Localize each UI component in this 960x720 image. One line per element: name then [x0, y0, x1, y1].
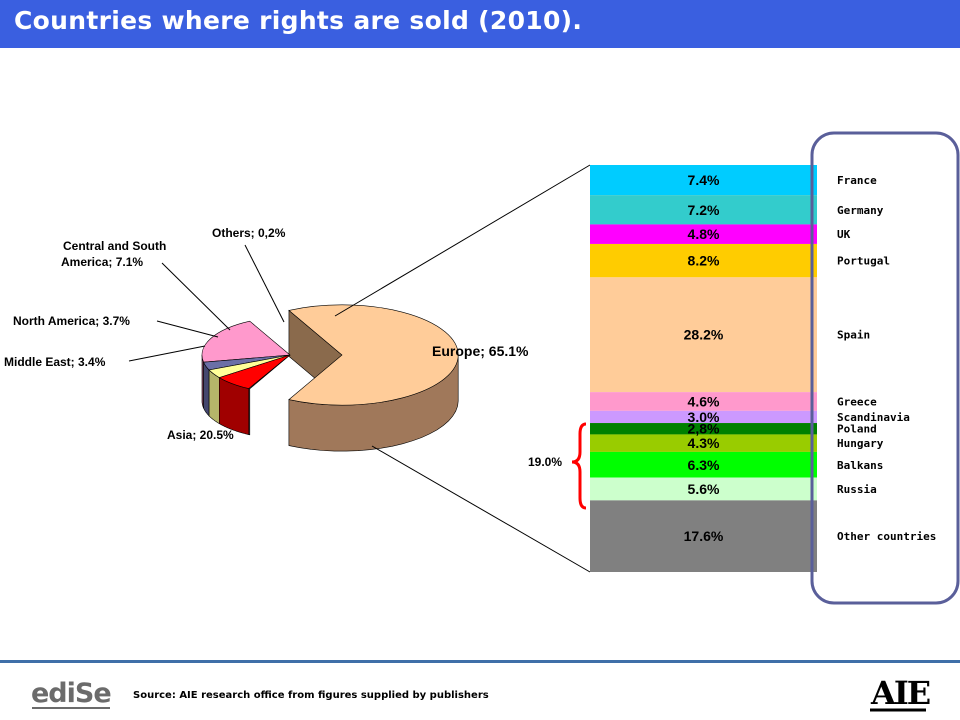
pie-label-central-and-south-america: Central and South America; 7.1%	[61, 239, 166, 269]
svg-text:ediSer: ediSer	[31, 678, 112, 709]
pie-side-middle-east	[203, 362, 210, 417]
bar-segment-russia	[590, 477, 817, 501]
chart-area: Europe; 65.1% Asia; 20.5% Middle East; 3.4…	[4, 131, 960, 605]
title-bar: Countries where rights are sold (2010).	[0, 0, 960, 48]
bracket-label: 19.0%	[528, 455, 562, 469]
legend-label-other-countries: Other countries	[837, 530, 936, 543]
bar-segment-germany	[590, 195, 817, 225]
bar-segment-france	[590, 165, 817, 196]
pie-label-others: Others; 0,2%	[212, 226, 286, 240]
aie-logo: AIE	[870, 674, 930, 712]
bar-segment-greece	[590, 392, 817, 411]
legend-label-greece: Greece	[837, 396, 877, 409]
pie-slice-asia	[201, 320, 291, 363]
legend-label-spain: Spain	[837, 329, 870, 342]
ediser-logo: ediSer	[31, 678, 112, 709]
bar-value-labels: 7.4% 7.2% 4.8% 8.2% 28.2% 4.6%3.0%2,8%4.3% 6.3…	[684, 172, 724, 544]
bar-segment-other-countries	[590, 500, 817, 572]
pie-labels: Europe; 65.1% Asia; 20.5% Middle East; 3.4…	[4, 226, 529, 442]
pie-side-others	[248, 388, 251, 436]
legend-label-germany: Germany	[837, 204, 884, 217]
pie-side-north-america	[208, 369, 220, 425]
bar-value-scandinavia: 3.0%	[688, 409, 720, 425]
bar-legend: France Germany UK Portugal Spain Greece Scandi…	[837, 174, 936, 543]
bar-value-balkans: 6.3%	[688, 457, 720, 473]
bar-segment-spain	[590, 277, 817, 393]
bar-segment-poland	[590, 423, 817, 435]
leader-line-central-and-south-america	[161, 262, 231, 331]
legend-label-portugal: Portugal	[837, 255, 890, 268]
legend-label-poland: Poland	[837, 423, 877, 436]
connector-top	[334, 164, 591, 317]
legend-label-hungary: Hungary	[837, 437, 884, 450]
pie-leader-lines	[128, 244, 285, 362]
bar-value-spain: 28.2%	[684, 327, 724, 343]
pie-bar-connector	[334, 164, 591, 573]
pie-slice-others	[248, 354, 291, 390]
bar-segment-portugal	[590, 243, 817, 278]
pie-label-europe: Europe; 65.1%	[432, 343, 529, 359]
bracket-shape	[571, 422, 587, 510]
pie-top-layer	[201, 304, 459, 406]
stacked-bar	[590, 165, 817, 572]
source-note: Source: AIE research office from figures…	[133, 690, 489, 701]
bar-value-other-countries: 17.6%	[684, 528, 724, 544]
bar-value-russia: 5.6%	[688, 481, 720, 497]
bar-value-portugal: 8.2%	[688, 253, 720, 269]
legend-highlight-box	[810, 131, 960, 605]
footer-divider	[0, 660, 960, 663]
bar-segment-scandinavia	[590, 410, 817, 424]
leader-line-others	[244, 244, 285, 323]
bar-segment-uk	[590, 224, 817, 244]
leader-line-north-america	[156, 320, 219, 338]
legend-label-balkans: Balkans	[837, 459, 883, 472]
svg-text:AIE: AIE	[870, 674, 930, 712]
legend-label-uk: UK	[837, 228, 851, 241]
legend-label-france: France	[837, 174, 877, 187]
legend-label-russia: Russia	[837, 483, 877, 496]
bar-segment-hungary	[590, 434, 817, 452]
bar-value-poland: 2,8%	[688, 421, 720, 437]
pie-label-middle-east: Middle East; 3.4%	[4, 355, 106, 369]
connector-bottom	[371, 445, 591, 573]
legend-label-scandinavia: Scandinavia	[837, 411, 910, 424]
bar-value-greece: 4.6%	[688, 394, 720, 410]
pie-label-asia: Asia; 20.5%	[167, 428, 234, 442]
leader-line-middle-east	[128, 345, 206, 362]
bar-value-germany: 7.2%	[688, 202, 720, 218]
bar-value-uk: 4.8%	[688, 226, 720, 242]
pie-label-north-america: North America; 3.7%	[13, 314, 130, 328]
page-title: Countries where rights are sold (2010).	[14, 6, 583, 35]
bar-value-hungary: 4.3%	[688, 435, 720, 451]
bar-segment-balkans	[590, 451, 817, 478]
bar-value-france: 7.4%	[688, 172, 720, 188]
